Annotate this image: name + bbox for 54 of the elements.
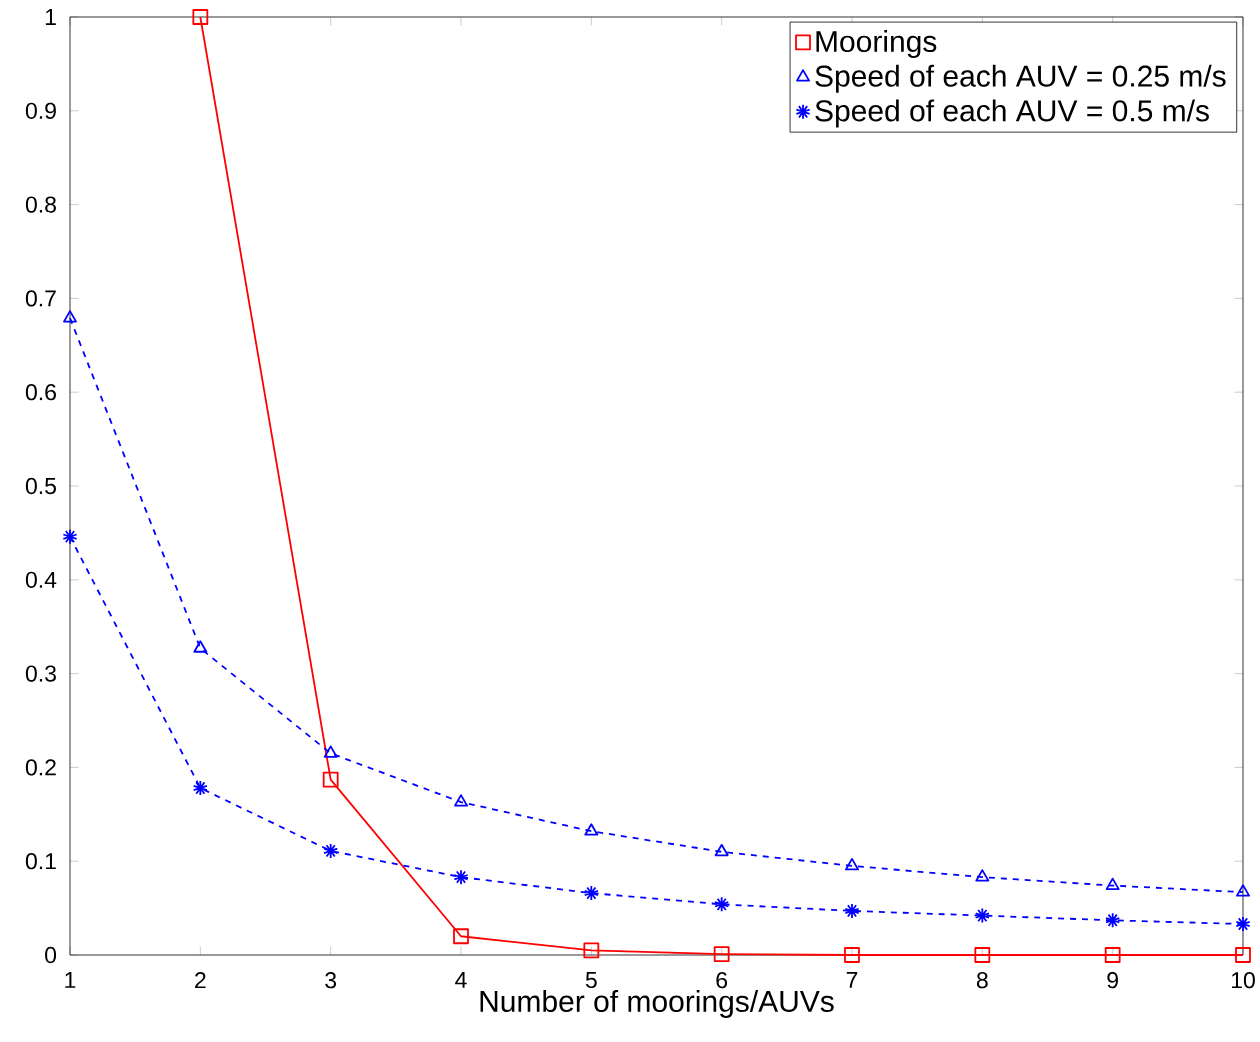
x-tick-label: 1 bbox=[65, 972, 76, 988]
point bbox=[323, 745, 338, 758]
y-tick-label: 0.7 bbox=[25, 290, 56, 307]
point bbox=[63, 310, 77, 323]
point bbox=[193, 640, 208, 653]
point bbox=[583, 942, 600, 959]
x-tick-label: 2 bbox=[195, 972, 206, 989]
point bbox=[584, 823, 599, 836]
point bbox=[453, 869, 469, 886]
point bbox=[845, 857, 859, 871]
point bbox=[714, 896, 730, 913]
point bbox=[1105, 912, 1121, 929]
point bbox=[974, 907, 990, 924]
point bbox=[454, 794, 468, 807]
x-tick-label: 8 bbox=[976, 972, 988, 989]
legend-label: Moorings bbox=[816, 30, 937, 59]
point bbox=[62, 528, 78, 545]
x-tick-label: 7 bbox=[846, 972, 858, 988]
x-tick-label: 10 bbox=[1231, 972, 1255, 989]
point bbox=[1235, 916, 1251, 932]
point bbox=[1235, 947, 1251, 963]
point bbox=[975, 869, 990, 882]
point bbox=[844, 947, 860, 963]
point bbox=[453, 928, 469, 945]
point bbox=[192, 9, 209, 25]
x-tick-label: 6 bbox=[716, 972, 728, 989]
x-tick-label: 9 bbox=[1107, 972, 1118, 989]
point bbox=[713, 946, 730, 962]
point bbox=[1105, 877, 1120, 890]
y-tick-label: 0.9 bbox=[25, 102, 56, 119]
point bbox=[714, 843, 729, 857]
x-tick-label: 3 bbox=[325, 972, 337, 989]
point bbox=[322, 771, 339, 788]
y-tick-label: 0.1 bbox=[25, 853, 56, 870]
point bbox=[323, 842, 339, 859]
legend-label: Speed of each AUV = 0.25 m/s bbox=[815, 64, 1226, 93]
point bbox=[192, 780, 208, 796]
x-tick-label: 4 bbox=[455, 972, 467, 988]
y-tick-label: 0.5 bbox=[25, 477, 56, 495]
legend-label: Speed of each AUV = 0.5 m/s bbox=[815, 99, 1209, 128]
y-tick-label: 1 bbox=[45, 9, 56, 25]
point bbox=[974, 947, 991, 963]
x-tick-label: 5 bbox=[585, 972, 597, 989]
x-axis-title: Number of moorings/AUVs bbox=[480, 989, 834, 1018]
y-tick-label: 0.2 bbox=[25, 759, 56, 776]
y-tick-label: 0.8 bbox=[25, 196, 56, 213]
point bbox=[1104, 947, 1121, 963]
y-tick-label: 0 bbox=[45, 946, 57, 964]
point bbox=[583, 885, 599, 901]
y-tick-label: 0.3 bbox=[25, 665, 56, 682]
point bbox=[1236, 884, 1250, 897]
point bbox=[844, 903, 860, 919]
y-tick-label: 0.6 bbox=[25, 384, 56, 401]
y-tick-label: 0.4 bbox=[25, 571, 57, 588]
